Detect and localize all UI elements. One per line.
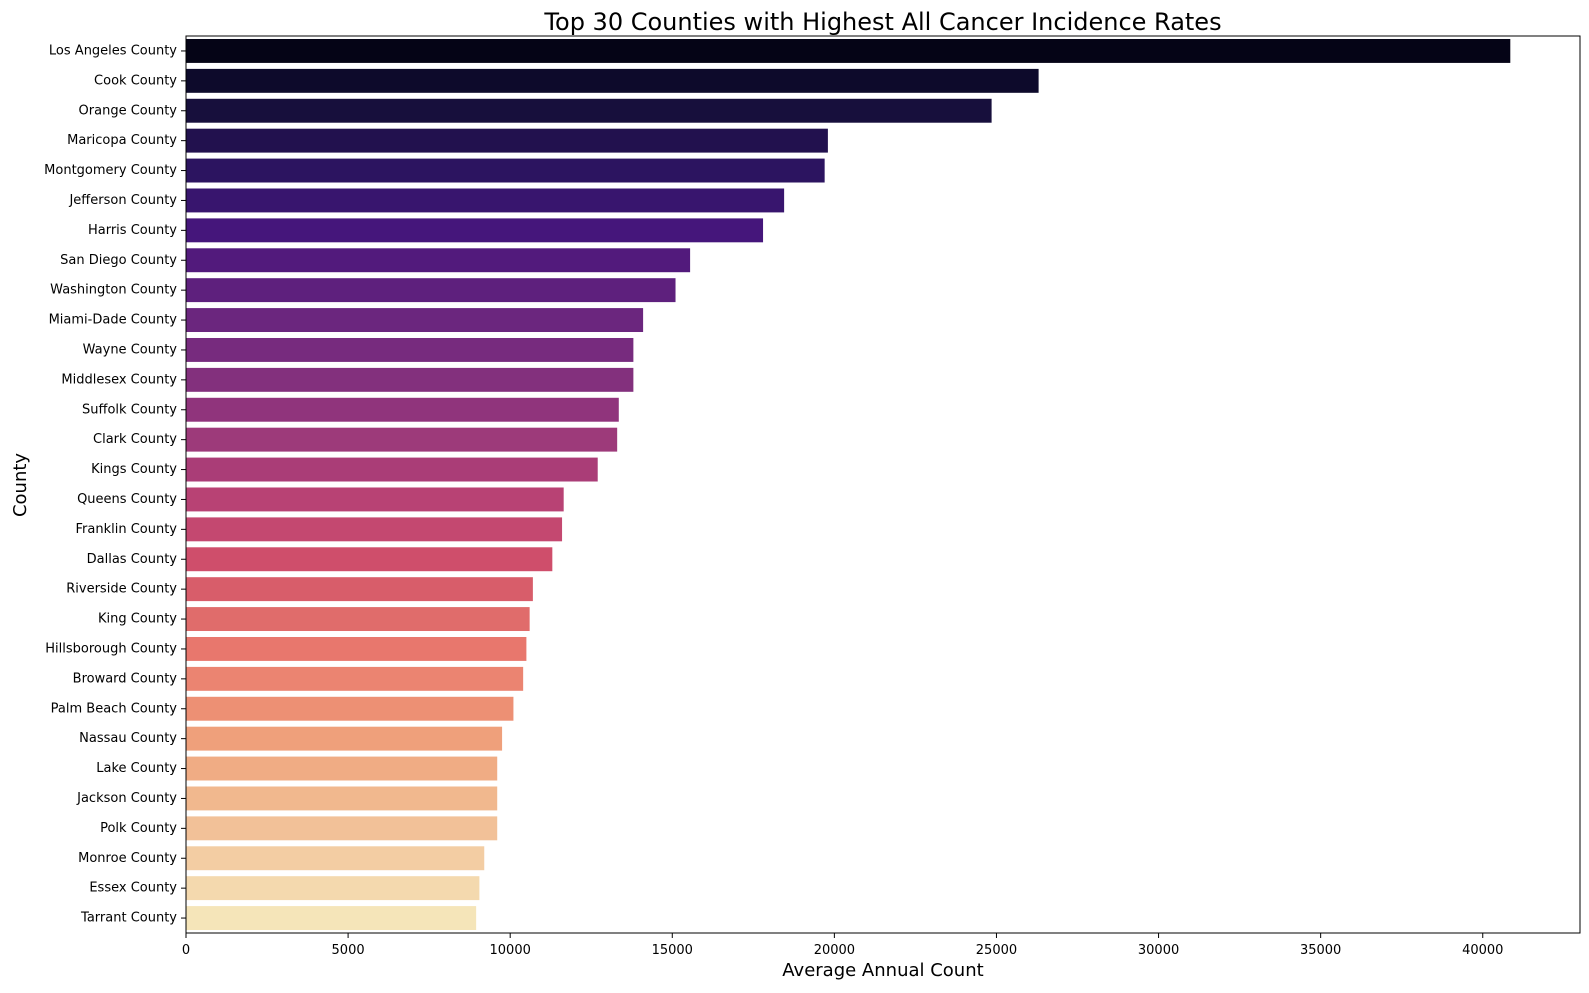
y-tick-label: Riverside County (66, 582, 177, 597)
y-tick-label: Hillsborough County (45, 641, 177, 656)
bar (186, 786, 498, 811)
y-tick-label: Harris County (88, 223, 177, 238)
x-tick-label: 30000 (1138, 943, 1179, 958)
y-tick-label: Broward County (73, 671, 178, 686)
y-tick-label: Kings County (91, 462, 177, 477)
bar (186, 876, 480, 901)
y-tick-label: Monroe County (78, 851, 177, 866)
bar (186, 188, 785, 213)
bar (186, 906, 477, 931)
bar (186, 756, 498, 781)
x-tick-label: 10000 (490, 943, 531, 958)
x-tick-label: 40000 (1462, 943, 1503, 958)
bar (186, 98, 992, 123)
bar (186, 337, 634, 362)
y-tick-label: Queens County (77, 492, 177, 507)
bar (186, 577, 533, 602)
y-tick-label: San Diego County (60, 253, 177, 268)
y-tick-label: Maricopa County (67, 133, 177, 148)
bar (186, 248, 691, 273)
y-tick-label: Essex County (89, 881, 177, 896)
x-axis-ticks: 0 5000 10000 15000 20000 25000 30000 35000 40000 (182, 933, 1503, 958)
bars-group (186, 38, 1511, 931)
y-tick-label: Suffolk County (82, 402, 177, 417)
x-tick-label: 15000 (652, 943, 693, 958)
bar (186, 636, 527, 661)
y-tick-label: Nassau County (79, 731, 177, 746)
bar (186, 367, 634, 392)
y-tick-label: Palm Beach County (51, 701, 178, 716)
bar (186, 457, 598, 482)
y-tick-label: Dallas County (87, 552, 178, 567)
x-tick-label: 35000 (1300, 943, 1341, 958)
y-tick-label: Lake County (96, 761, 177, 776)
bar (186, 487, 564, 512)
bar (186, 427, 618, 452)
bar (186, 666, 524, 691)
bar (186, 68, 1039, 93)
y-tick-label: Jefferson County (68, 193, 177, 208)
bar (186, 726, 503, 751)
x-tick-label: 20000 (814, 943, 855, 958)
bar (186, 607, 530, 632)
y-tick-label: Montgomery County (44, 163, 177, 178)
plot-frame (185, 35, 1581, 934)
y-tick-label: Clark County (93, 432, 177, 447)
x-tick-label: 0 (182, 943, 190, 958)
bar (186, 158, 825, 183)
bar (186, 308, 644, 333)
y-tick-label: Wayne County (83, 342, 178, 357)
y-tick-label: Polk County (100, 821, 177, 836)
bar (186, 517, 563, 542)
bar (186, 696, 514, 721)
x-tick-label: 25000 (976, 943, 1017, 958)
y-tick-label: Cook County (94, 73, 177, 88)
y-tick-label: Miami-Dade County (49, 313, 178, 328)
y-tick-label: Tarrant County (80, 911, 177, 926)
chart-title: Top 30 Counties with Highest All Cancer … (543, 8, 1221, 36)
x-axis-label: Average Annual Count (782, 960, 983, 981)
bar (186, 846, 485, 871)
y-tick-label: Middlesex County (61, 372, 177, 387)
bar (186, 128, 828, 153)
y-tick-label: Orange County (79, 103, 178, 118)
y-tick-label: Franklin County (75, 522, 177, 537)
bar (186, 547, 553, 572)
y-tick-label: Washington County (50, 283, 177, 298)
y-tick-label: Jackson County (76, 791, 177, 806)
bar (186, 38, 1511, 63)
bar (186, 218, 764, 243)
bar (186, 816, 498, 841)
y-axis-ticks: Los Angeles County Cook County Orange Coun… (44, 43, 186, 926)
bar (186, 278, 676, 303)
y-tick-label: King County (98, 612, 177, 627)
y-axis-label: County (10, 453, 31, 517)
x-tick-label: 5000 (332, 943, 365, 958)
bar (186, 397, 619, 422)
y-tick-label: Los Angeles County (49, 43, 177, 58)
